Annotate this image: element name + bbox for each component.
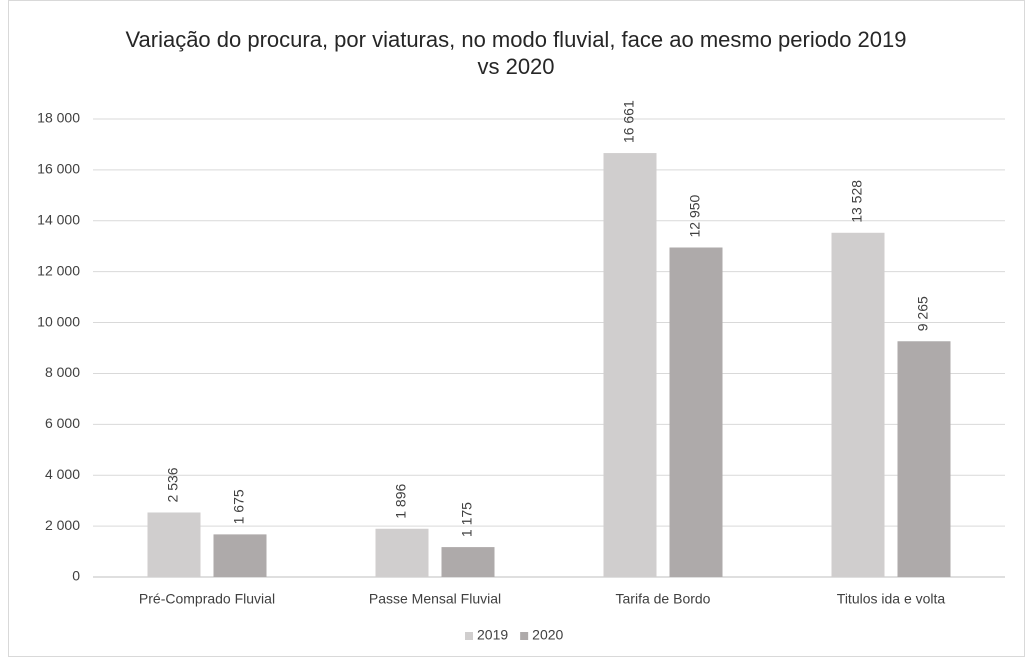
bar xyxy=(213,534,267,577)
y-tick-label: 8 000 xyxy=(45,364,80,380)
y-tick-label: 12 000 xyxy=(37,262,80,278)
data-label: 13 528 xyxy=(849,180,865,223)
x-tick-label: Passe Mensal Fluvial xyxy=(369,591,501,607)
data-label: 2 536 xyxy=(165,467,181,502)
y-tick-label: 2 000 xyxy=(45,517,80,533)
bar xyxy=(897,341,951,577)
legend-label: 2019 xyxy=(477,627,508,643)
y-tick-label: 16 000 xyxy=(37,161,80,177)
x-tick-label: Titulos ida e volta xyxy=(837,591,946,607)
bar xyxy=(375,528,429,577)
y-tick-label: 10 000 xyxy=(37,313,80,329)
bar xyxy=(831,232,885,578)
bar xyxy=(669,247,723,577)
legend-swatch xyxy=(465,632,473,640)
data-label: 12 950 xyxy=(687,194,703,237)
legend-swatch xyxy=(520,632,529,640)
y-tick-label: 18 000 xyxy=(37,110,80,126)
x-tick-label: Pré-Comprado Fluvial xyxy=(139,591,275,607)
chart-title: Variação do procura, por viaturas, no mo… xyxy=(125,27,907,79)
data-label: 9 265 xyxy=(915,296,931,331)
data-label: 1 896 xyxy=(393,484,409,519)
bar xyxy=(603,153,657,577)
data-label: 16 661 xyxy=(621,100,637,143)
y-tick-label: 0 xyxy=(72,568,80,584)
legend-label: 2020 xyxy=(532,627,563,643)
x-tick-label: Tarifa de Bordo xyxy=(616,591,711,607)
y-tick-label: 6 000 xyxy=(45,415,80,431)
data-label: 1 175 xyxy=(459,502,475,537)
y-tick-label: 14 000 xyxy=(37,211,80,227)
bar xyxy=(147,512,201,577)
y-tick-label: 4 000 xyxy=(45,466,80,482)
data-label: 1 675 xyxy=(231,489,247,524)
bar xyxy=(441,547,495,577)
